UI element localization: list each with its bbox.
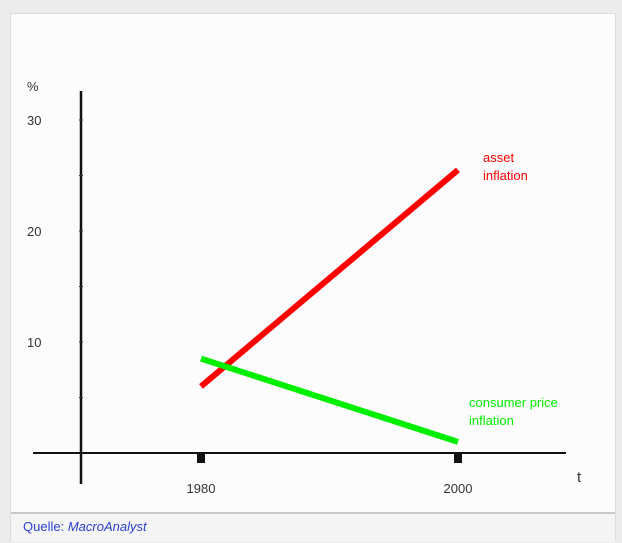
x-ticks: 1980 2000 [187,454,473,496]
line-chart: % t 10 20 30 1980 2000 asset inflation consum… [27,79,582,496]
series-line-1 [199,167,460,389]
y-axis-unit: % [27,79,39,94]
y-tick-label-20: 20 [27,224,41,239]
series-label-1: asset [483,150,514,165]
series-label-2: inflation [469,413,514,428]
x-tick-label-1980: 1980 [187,481,216,496]
y-ticks: 10 20 30 [27,113,83,398]
series-group: asset inflation consumer price inflation [199,150,558,445]
x-tick-1980 [197,454,205,463]
series-line-2 [200,355,459,445]
x-tick-label-2000: 2000 [444,481,473,496]
y-tick-label-30: 30 [27,113,41,128]
y-tick-label-10: 10 [27,335,41,350]
series-label-2: consumer price [469,395,558,410]
axes: % t [27,79,582,486]
source-bar: Quelle: MacroAnalyst [11,512,615,542]
source-label: Quelle: [23,519,65,534]
x-tick-2000 [454,454,462,463]
series-label-1: inflation [483,168,528,183]
source-name: MacroAnalyst [67,519,147,534]
x-axis-label: t [577,469,582,486]
chart-frame: % t 10 20 30 1980 2000 asset inflation consum… [10,13,616,542]
